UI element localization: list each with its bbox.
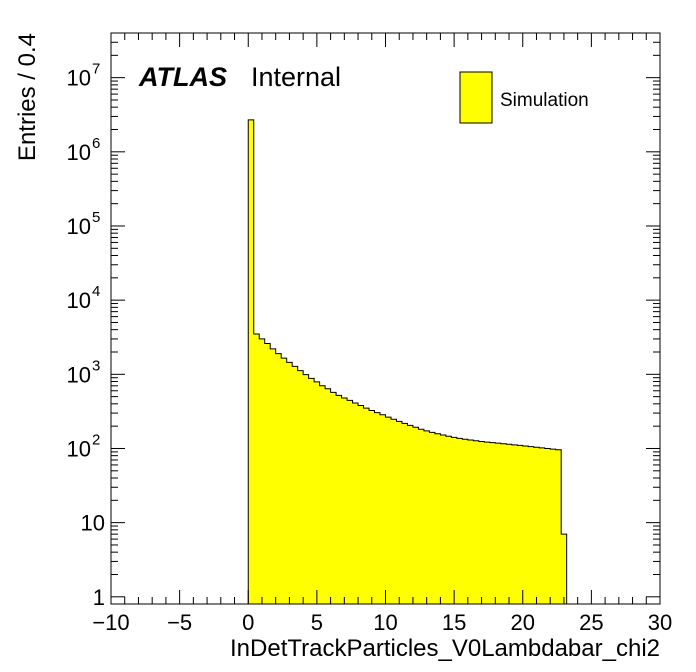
y-tick-label-base: 10	[67, 288, 91, 313]
internal-label: Internal	[251, 62, 341, 92]
y-axis-title: Entries / 0.4	[14, 33, 41, 161]
x-tick-label: 25	[579, 610, 603, 635]
legend-entry-simulation: Simulation	[500, 90, 589, 111]
x-axis-title: InDetTrackParticles_V0Lambdabar_chi2	[230, 635, 660, 662]
y-tick-label-exponent: 6	[92, 135, 100, 152]
x-tick-label: −10	[92, 610, 129, 635]
y-tick-label-base: 10	[67, 140, 91, 165]
y-tick-label-exponent: 2	[92, 431, 100, 448]
y-tick-label-base: 10	[67, 362, 91, 387]
y-axis-ticks	[111, 32, 660, 598]
x-axis-tick-labels: −10 −5 0 5 10 15 20 25 30	[92, 610, 672, 635]
y-tick-label-exponent: 4	[92, 283, 100, 300]
x-tick-label: 5	[311, 610, 323, 635]
y-tick-label-base: 10	[67, 214, 91, 239]
x-tick-label: 0	[242, 610, 254, 635]
y-tick-label-exponent: 7	[92, 61, 100, 78]
x-axis-ticks	[110, 33, 661, 604]
y-tick-label: 10	[81, 511, 105, 536]
histogram-fill	[247, 119, 568, 605]
y-tick-label-exponent: 5	[92, 209, 100, 226]
y-tick-label-exponent: 3	[92, 357, 100, 374]
atlas-label: ATLAS	[138, 62, 227, 92]
x-tick-label: 10	[373, 610, 397, 635]
y-tick-label: 1	[93, 585, 105, 610]
x-tick-label: 30	[648, 610, 672, 635]
legend-swatch	[459, 71, 493, 124]
x-tick-label: 15	[442, 610, 466, 635]
x-tick-label: 20	[511, 610, 535, 635]
x-tick-label: −5	[167, 610, 192, 635]
y-tick-label-base: 10	[67, 436, 91, 461]
y-tick-label-base: 10	[67, 66, 91, 91]
histogram-bars	[247, 119, 568, 605]
